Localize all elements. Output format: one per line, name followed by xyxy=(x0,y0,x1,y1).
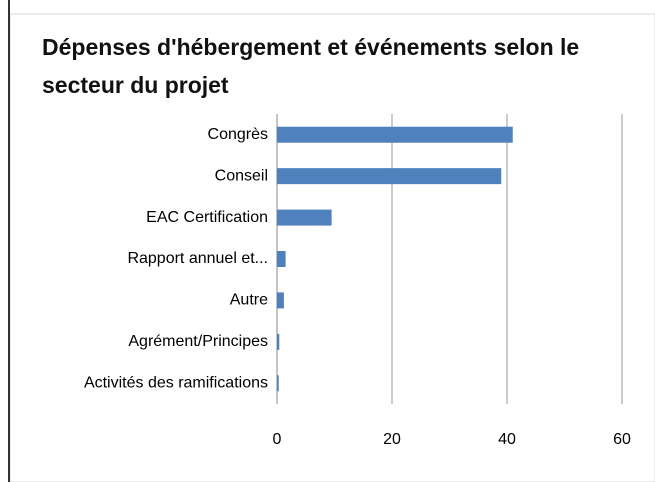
bar xyxy=(277,209,332,226)
y-tick-label: Congrès xyxy=(208,126,268,143)
bar xyxy=(277,251,286,267)
bar xyxy=(277,333,280,350)
x-tick-label: 60 xyxy=(613,431,631,448)
bar xyxy=(277,168,502,185)
chart-title: Dépenses d'hébergement et événements sel… xyxy=(42,34,580,98)
x-tick-label: 0 xyxy=(273,431,282,448)
bar xyxy=(277,126,513,143)
bar xyxy=(277,375,279,392)
x-tick-label: 40 xyxy=(498,431,516,448)
y-tick-label: Activités des ramifications xyxy=(84,375,268,392)
bar xyxy=(277,292,284,309)
y-tick-label: Rapport annuel et... xyxy=(127,250,268,267)
chart-frame xyxy=(9,13,655,482)
y-tick-label: Agrément/Principes xyxy=(128,333,268,350)
y-tick-label: Autre xyxy=(230,292,268,309)
x-tick-label: 20 xyxy=(383,431,401,448)
y-tick-label: EAC Certification xyxy=(146,209,268,226)
y-tick-label: Conseil xyxy=(215,167,268,184)
